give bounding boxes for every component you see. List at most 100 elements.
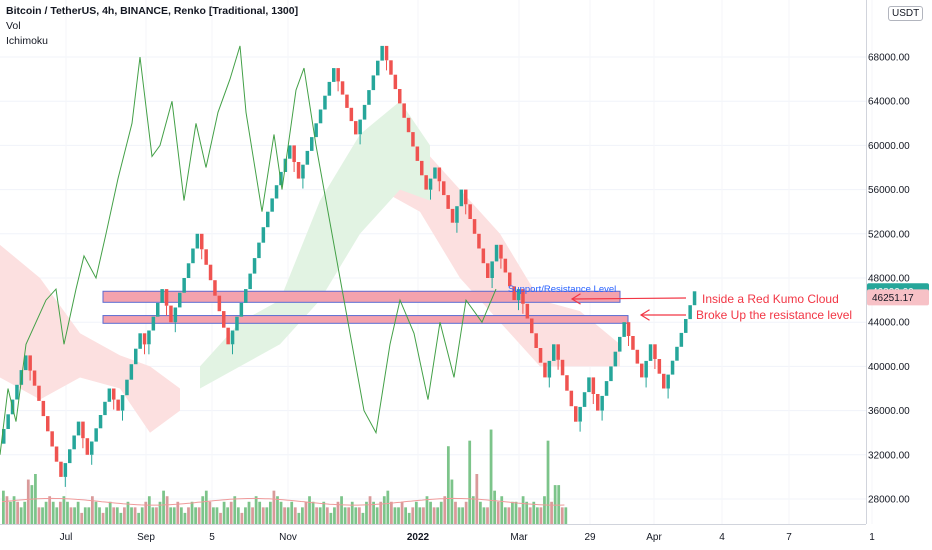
volume-bar (464, 501, 468, 524)
kumo-red-1 (0, 244, 180, 433)
volume-bar (390, 501, 393, 524)
renko-brick-down (560, 359, 565, 376)
volume-bar (543, 496, 546, 524)
renko-brick-down (213, 280, 217, 296)
volume-bar (382, 496, 386, 524)
renko-brick-down (406, 117, 411, 133)
renko-brick-up (134, 348, 138, 365)
chikou-line (0, 45, 497, 455)
y-tick-label: 68000.00 (868, 53, 910, 64)
volume-bar (94, 501, 98, 524)
volume-bar (550, 501, 553, 524)
renko-brick-down (446, 195, 450, 209)
y-tick-label: 40000.00 (868, 362, 910, 373)
volume-bar (311, 501, 315, 524)
volume-bar (19, 507, 23, 524)
x-tick-label: Mar (510, 532, 528, 543)
volume-bar (58, 501, 62, 524)
volume-bar (397, 507, 400, 524)
volume-bar (500, 496, 504, 524)
volume-bar (130, 507, 133, 524)
volume-bar (90, 496, 94, 524)
renko-brick-up (90, 441, 94, 455)
volume-bar (108, 501, 112, 524)
volume-bar (268, 501, 272, 524)
volume-bar (546, 440, 550, 524)
renko-brick-up (156, 302, 160, 317)
volume-bar (26, 479, 30, 524)
renko-brick-down (635, 349, 640, 364)
volume-bar (236, 507, 240, 524)
y-tick-label: 52000.00 (868, 229, 910, 240)
volume-bar (336, 501, 340, 524)
support-resistance-zones (102, 290, 629, 324)
volume-bar (343, 507, 347, 524)
annotation-arrows (570, 293, 687, 321)
volume-bar (240, 512, 244, 524)
renko-brick-up (76, 421, 81, 436)
legend-vol[interactable]: Vol (6, 20, 21, 32)
volume-bar (201, 496, 205, 524)
renko-brick-down (538, 348, 543, 363)
renko-brick-down (336, 68, 340, 82)
volume-bar (80, 512, 84, 524)
y-tick-label: 32000.00 (868, 450, 910, 461)
volume-bar (528, 507, 532, 524)
renko-brick-down (464, 189, 468, 205)
volume-bar (539, 507, 543, 524)
volume-bar (425, 496, 429, 524)
renko-brick-down (437, 167, 442, 182)
renko-brick-up (94, 428, 98, 442)
volume-bar (439, 501, 443, 524)
volume-bar (365, 501, 368, 524)
renko-brick-down (226, 327, 230, 345)
volume-bar (98, 507, 101, 524)
renko-brick-down (521, 289, 525, 304)
volume-bar (446, 446, 450, 524)
volume-bar (507, 507, 511, 524)
renko-brick-down (384, 45, 389, 61)
volume-bar (304, 501, 308, 524)
volume-bar (496, 501, 500, 524)
volume-bar (286, 507, 290, 524)
renko-brick-down (596, 394, 600, 411)
renko-brick-up (24, 355, 28, 371)
volume-bar (258, 501, 262, 524)
renko-brick-down (574, 406, 578, 422)
renko-brick-down (530, 318, 534, 334)
volume-bar (229, 501, 233, 524)
price-axis: 68000.00 64000.00 60000.00 56000.00 52000.00… (0, 0, 929, 525)
volume-bar (101, 512, 105, 524)
volume-bar (436, 507, 440, 524)
renko-brick-down (631, 336, 635, 350)
renko-brick-down (450, 208, 455, 223)
renko-brick-up (2, 429, 6, 444)
renko-brick-up (666, 374, 670, 389)
renko-brick-up (380, 45, 384, 61)
renko-brick-down (142, 333, 147, 345)
volume-bar (535, 507, 539, 524)
volume-bar (479, 501, 482, 524)
renko-brick-up (138, 333, 142, 349)
renko-brick-down (164, 289, 169, 306)
volume-bar (560, 507, 564, 524)
volume-bar (361, 512, 365, 524)
renko-brick-down (54, 446, 59, 462)
volume-bar (62, 496, 66, 524)
renko-brick-down (50, 431, 54, 447)
volume-bar (279, 501, 283, 524)
volume-bar (315, 507, 319, 524)
renko-brick-up (279, 171, 283, 186)
renko-brick-down (200, 233, 204, 250)
currency-selector[interactable]: USDT (888, 6, 924, 21)
legend-ichimoku[interactable]: Ichimoku (6, 35, 49, 47)
renko-brick-down (208, 264, 213, 281)
volume-bar (222, 501, 226, 524)
renko-brick-down (565, 375, 569, 391)
renko-brick-up (494, 244, 499, 262)
volume-bar (244, 507, 247, 524)
volume-bar (137, 512, 141, 524)
renko-brick-up (675, 346, 679, 361)
volume-bar (105, 507, 108, 524)
